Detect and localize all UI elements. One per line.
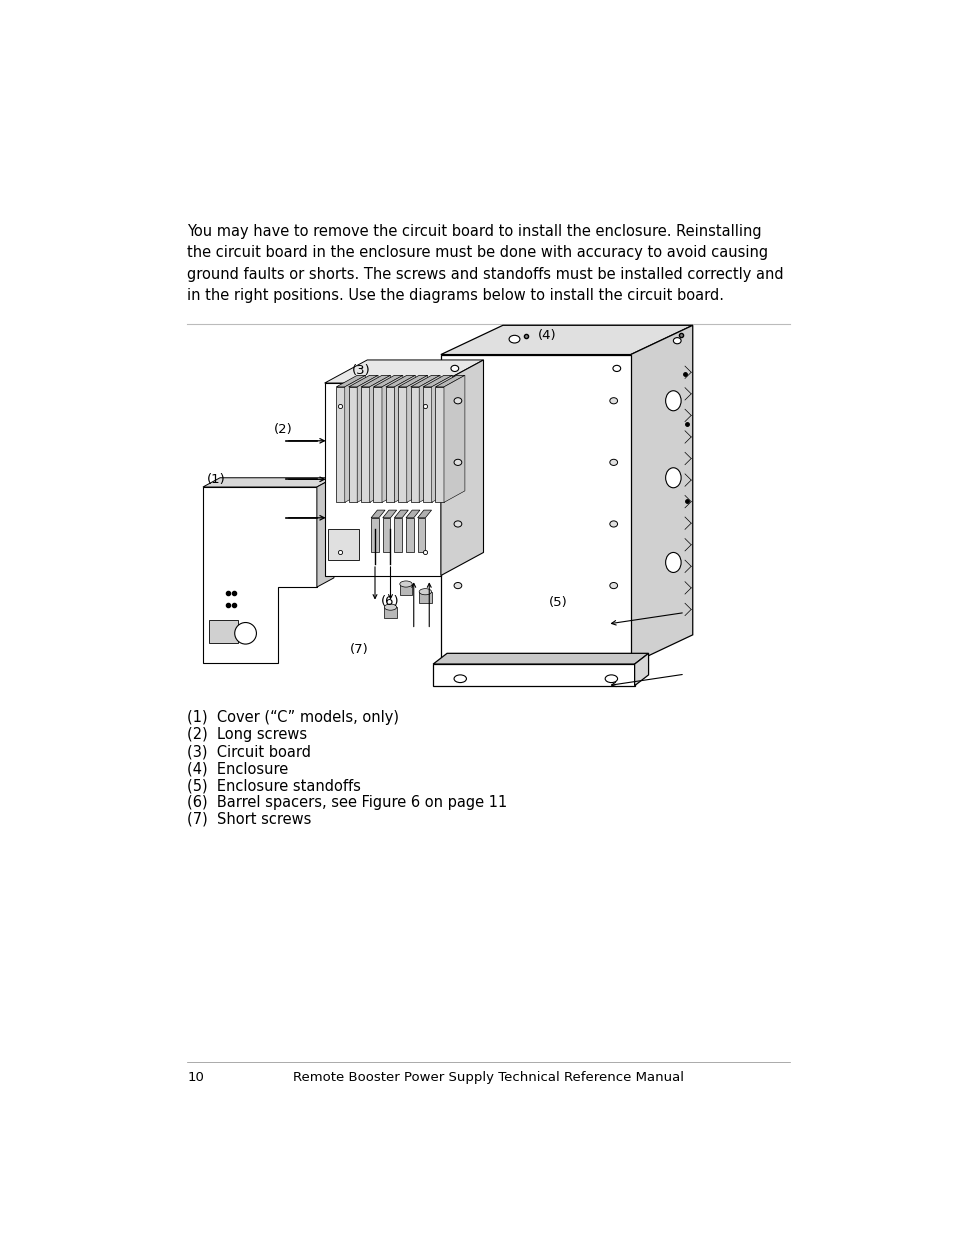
Text: (4)  Enclosure: (4) Enclosure [187, 761, 289, 776]
Text: (3)  Circuit board: (3) Circuit board [187, 745, 311, 760]
Polygon shape [397, 387, 406, 503]
Polygon shape [634, 653, 648, 685]
Polygon shape [371, 517, 378, 552]
Polygon shape [324, 383, 440, 576]
Polygon shape [399, 584, 412, 595]
Text: (3): (3) [352, 364, 370, 377]
Text: (4): (4) [537, 330, 556, 342]
Polygon shape [630, 325, 692, 664]
Ellipse shape [609, 583, 617, 589]
Polygon shape [369, 375, 390, 503]
Polygon shape [203, 487, 316, 662]
Polygon shape [433, 664, 634, 685]
Polygon shape [203, 478, 334, 487]
Polygon shape [373, 375, 402, 387]
Text: Remote Booster Power Supply Technical Reference Manual: Remote Booster Power Supply Technical Re… [294, 1071, 683, 1083]
Polygon shape [440, 354, 630, 664]
Polygon shape [417, 517, 425, 552]
Text: (1): (1) [207, 473, 225, 487]
Polygon shape [443, 375, 464, 503]
Ellipse shape [454, 674, 466, 683]
Text: You may have to remove the circuit board to install the enclosure. Reinstalling
: You may have to remove the circuit board… [187, 224, 783, 304]
Polygon shape [406, 375, 427, 503]
Text: 10: 10 [187, 1071, 204, 1083]
Ellipse shape [609, 459, 617, 466]
Ellipse shape [454, 398, 461, 404]
Text: (6)  Barrel spacers, see Figure 6 on page 11: (6) Barrel spacers, see Figure 6 on page… [187, 795, 507, 810]
Ellipse shape [384, 604, 396, 610]
Polygon shape [316, 478, 334, 587]
Ellipse shape [665, 468, 680, 488]
Polygon shape [344, 375, 365, 503]
Polygon shape [418, 592, 431, 603]
Polygon shape [410, 375, 439, 387]
Ellipse shape [509, 336, 519, 343]
Ellipse shape [454, 583, 461, 589]
Ellipse shape [399, 580, 412, 587]
Text: (5): (5) [549, 597, 568, 609]
Ellipse shape [604, 674, 617, 683]
Polygon shape [410, 387, 418, 503]
Polygon shape [371, 510, 385, 517]
Ellipse shape [612, 366, 620, 372]
Polygon shape [406, 517, 414, 552]
Polygon shape [381, 375, 402, 503]
Polygon shape [348, 375, 377, 387]
Polygon shape [418, 375, 439, 503]
Ellipse shape [451, 366, 458, 372]
Polygon shape [406, 510, 419, 517]
Polygon shape [360, 375, 390, 387]
Polygon shape [356, 375, 377, 503]
Polygon shape [397, 375, 427, 387]
Polygon shape [431, 375, 452, 503]
Ellipse shape [665, 552, 680, 573]
Polygon shape [360, 387, 369, 503]
Ellipse shape [609, 398, 617, 404]
Ellipse shape [234, 622, 256, 645]
Polygon shape [382, 517, 390, 552]
Ellipse shape [609, 521, 617, 527]
Polygon shape [385, 387, 394, 503]
Polygon shape [440, 325, 692, 354]
Text: (6): (6) [381, 595, 399, 608]
Polygon shape [422, 387, 431, 503]
Text: (2)  Long screws: (2) Long screws [187, 727, 307, 742]
Polygon shape [328, 530, 359, 561]
Polygon shape [385, 375, 415, 387]
Text: (2): (2) [274, 424, 293, 436]
Polygon shape [433, 653, 648, 664]
Polygon shape [373, 387, 381, 503]
Polygon shape [394, 517, 402, 552]
Polygon shape [382, 510, 396, 517]
Text: (7): (7) [350, 642, 369, 656]
Polygon shape [324, 359, 483, 383]
Ellipse shape [418, 589, 431, 595]
Polygon shape [435, 375, 464, 387]
Polygon shape [348, 387, 356, 503]
Ellipse shape [673, 337, 680, 343]
Polygon shape [384, 608, 396, 618]
Ellipse shape [665, 390, 680, 411]
Polygon shape [209, 620, 237, 643]
Text: (5)  Enclosure standoffs: (5) Enclosure standoffs [187, 778, 361, 793]
Text: (1)  Cover (“C” models, only): (1) Cover (“C” models, only) [187, 710, 399, 725]
Text: (7)  Short screws: (7) Short screws [187, 811, 312, 827]
Polygon shape [394, 375, 415, 503]
Polygon shape [422, 375, 452, 387]
Ellipse shape [454, 459, 461, 466]
Polygon shape [417, 510, 431, 517]
Polygon shape [335, 387, 344, 503]
Ellipse shape [454, 521, 461, 527]
Polygon shape [435, 387, 443, 503]
Polygon shape [394, 510, 408, 517]
Polygon shape [440, 359, 483, 576]
Polygon shape [335, 375, 365, 387]
